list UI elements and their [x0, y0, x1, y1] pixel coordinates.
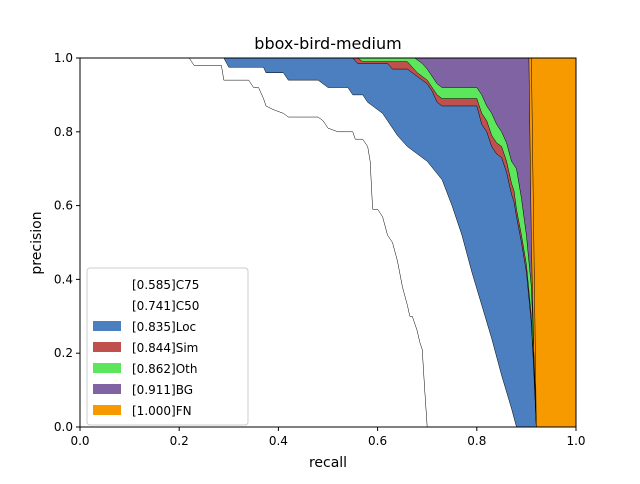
x-tick-label: 0.0	[70, 434, 89, 448]
legend-label: [0.911]BG	[132, 383, 193, 397]
legend-label: [1.000]FN	[132, 404, 192, 418]
legend-box	[86, 267, 249, 426]
legend-label: [0.862]Oth	[132, 362, 197, 376]
legend-swatch	[93, 342, 121, 352]
legend: [0.585]C75 [0.741]C50 [0.835]Loc [0.844]Sim…	[86, 267, 249, 426]
y-tick-label: 0.8	[54, 125, 73, 139]
legend-swatch	[93, 300, 121, 310]
legend-swatch	[93, 405, 121, 415]
chart-title: bbox-bird-medium	[254, 34, 401, 53]
legend-swatch	[93, 384, 121, 394]
y-tick-label: 0.6	[54, 199, 73, 213]
legend-swatch	[93, 363, 121, 373]
x-tick-label: 0.2	[170, 434, 189, 448]
legend-label: [0.835]Loc	[132, 320, 196, 334]
y-tick-label: 0.0	[54, 420, 73, 434]
y-tick-label: 0.4	[54, 272, 73, 286]
legend-label: [0.585]C75	[132, 278, 199, 292]
x-axis-ticks: 0.0 0.2 0.4 0.6 0.8 1.0	[70, 427, 586, 448]
legend-swatch	[93, 321, 121, 331]
outline-0-741-c50	[80, 57, 517, 428]
y-tick-label: 1.0	[54, 51, 73, 65]
outline-layer	[80, 57, 537, 428]
outline-0-844-sim	[80, 57, 537, 428]
outline-0-835-loc	[80, 57, 537, 428]
y-axis-label: precision	[29, 211, 45, 274]
x-tick-label: 0.6	[368, 434, 387, 448]
legend-swatch	[93, 279, 121, 289]
legend-label: [0.741]C50	[132, 299, 199, 313]
x-axis-label: recall	[309, 455, 347, 471]
y-tick-label: 0.2	[54, 346, 73, 360]
area-fn-region	[531, 58, 576, 427]
x-tick-label: 1.0	[566, 434, 585, 448]
y-axis-ticks: 0.0 0.2 0.4 0.6 0.8 1.0	[54, 51, 80, 434]
axes-frame	[79, 57, 577, 428]
legend-label: [0.844]Sim	[132, 341, 198, 355]
x-tick-label: 0.4	[269, 434, 288, 448]
x-tick-label: 0.8	[467, 434, 486, 448]
outline-0-585-c75	[80, 57, 428, 428]
outline-0-862-oth	[80, 57, 537, 428]
